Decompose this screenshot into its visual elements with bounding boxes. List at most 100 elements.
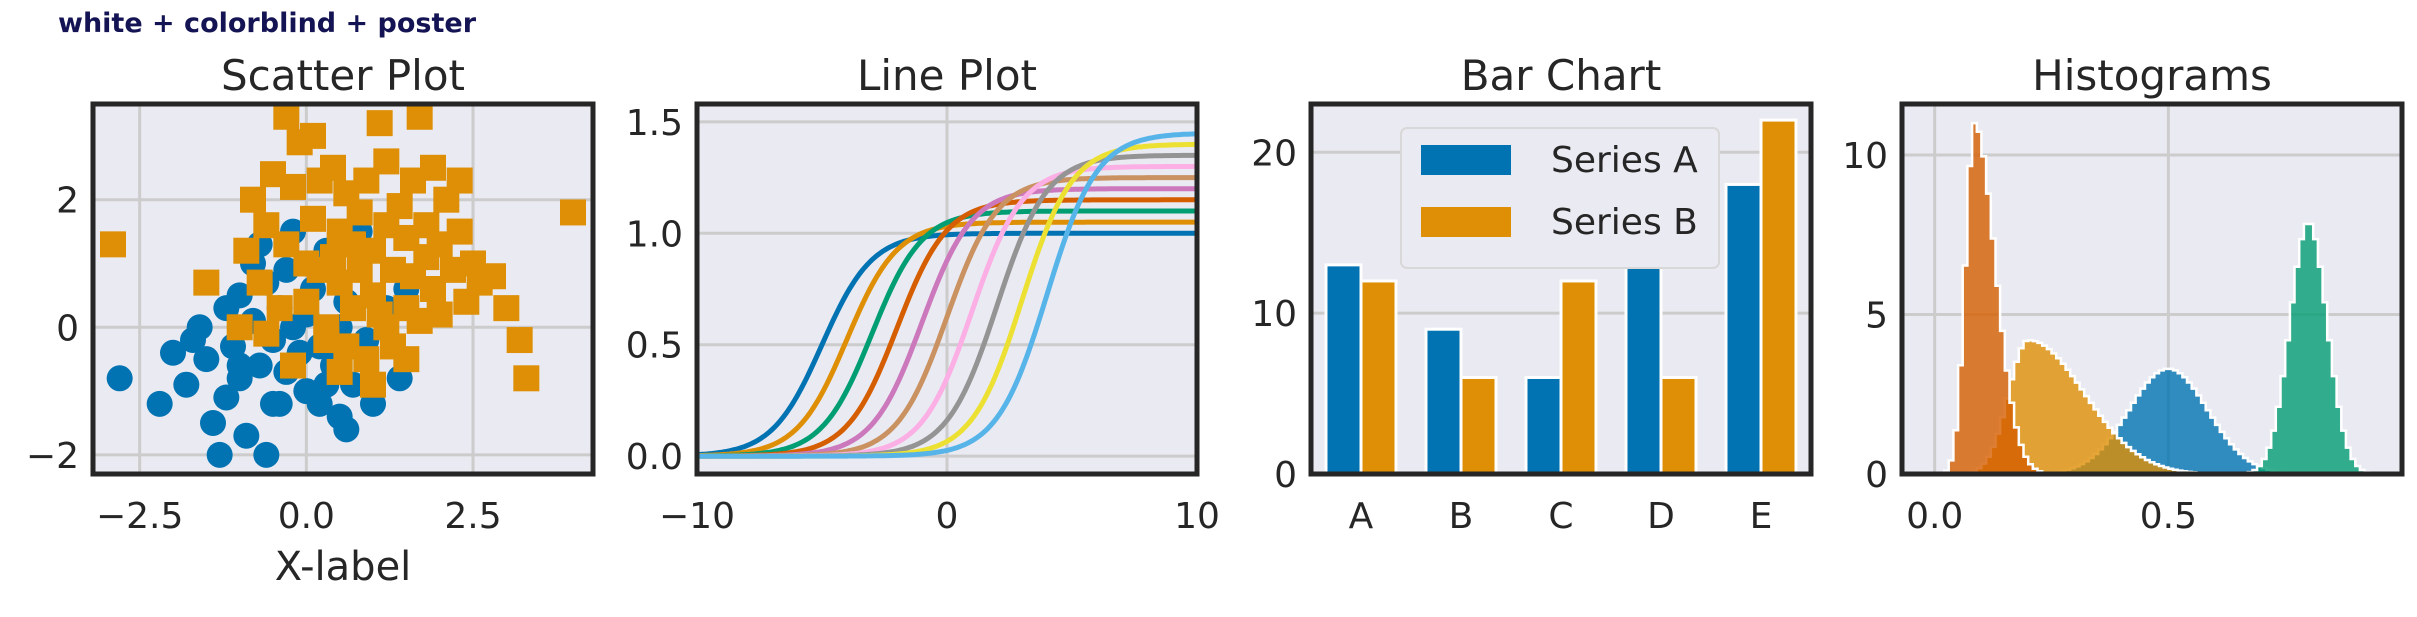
legend-label: Series B [1551, 202, 1698, 243]
bar [1659, 375, 1698, 476]
y-tick-label: 0 [1865, 455, 1888, 496]
bar [1724, 182, 1763, 476]
scatter-point-square [446, 167, 473, 194]
x-tick-label: 2.5 [444, 496, 501, 537]
axes-1: −2.5 0.0 2.5 −2 0 2 Scatter Plot X-label [26, 51, 596, 590]
y-tick-label: 5 [1865, 296, 1888, 337]
scatter-point-square [446, 218, 473, 245]
scatter-point-circle [246, 352, 273, 379]
y-tick-label: 0.5 [626, 326, 683, 367]
scatter-point-square [100, 231, 126, 258]
scatter-point-square [300, 122, 326, 149]
scatter-point-circle [226, 352, 253, 379]
scatter-point-square [280, 352, 306, 379]
y-tick-label: 0 [1274, 455, 1297, 496]
scatter-point-square [193, 269, 220, 296]
scatter-point-square [506, 327, 533, 354]
scatter-point-circle [226, 282, 253, 309]
scatter-point-circle [160, 339, 186, 366]
scatter-point-circle [253, 441, 280, 468]
legend-swatch [1421, 145, 1511, 175]
axes-frame [1899, 101, 2405, 477]
y-tick-label: 0 [56, 308, 79, 349]
axes-3: 0 10 20 Bar Chart A B C D E Series A Series B [1251, 51, 1814, 537]
scatter-point-square [386, 193, 413, 220]
scatter-point-square [233, 237, 260, 264]
scatter-point-square [366, 110, 393, 137]
x-tick-label: C [1548, 496, 1573, 537]
line-series [697, 131, 1198, 459]
bar [1324, 263, 1363, 476]
plot-area [1942, 121, 2371, 476]
scatter-point-square [360, 371, 386, 398]
bar [1524, 375, 1563, 476]
axes-2: −10 0 10 0.0 0.5 1.0 1.5 Line Plot [626, 51, 1220, 537]
scatter-point-square [560, 199, 586, 226]
scatter-point-circle [260, 390, 286, 417]
x-tick-label: B [1449, 496, 1474, 537]
x-axis-label: X-label [275, 544, 412, 590]
axes-title: Bar Chart [1461, 51, 1662, 100]
scatter-point-circle [146, 390, 173, 417]
scatter-point-square [246, 269, 273, 296]
y-tick-label: −2 [26, 436, 79, 477]
histogram [2246, 222, 2371, 476]
line-series [696, 230, 1197, 458]
y-tick-label: 0.0 [626, 437, 683, 478]
scatter-point-square [373, 314, 400, 341]
y-tick-label: 2 [56, 181, 79, 222]
x-tick-label: 0.0 [278, 496, 335, 537]
scatter-point-square [493, 295, 520, 322]
scatter-point-square [293, 288, 320, 315]
y-tick-label: 20 [1251, 133, 1297, 174]
scatter-point-square [406, 104, 433, 130]
scatter-point-circle [333, 416, 360, 443]
axes-4: 0.0 0.5 0 5 10 Histograms [1842, 51, 2405, 537]
bar [1759, 118, 1798, 476]
scatter-point-circle [193, 346, 220, 373]
scatter-point-circle [200, 409, 226, 436]
bar [1424, 327, 1463, 476]
x-tick-label: 0.5 [2140, 496, 2197, 537]
scatter-point-square [280, 173, 306, 200]
scatter-point-square [353, 346, 380, 373]
scatter-point-square [513, 365, 540, 392]
scatter-point-square [266, 295, 293, 322]
scatter-point-square [306, 256, 333, 283]
axes-title: Scatter Plot [221, 51, 465, 100]
scatter-point-square [420, 154, 446, 181]
line-series [696, 219, 1197, 459]
y-tick-label: 10 [1842, 136, 1888, 177]
legend-label: Series A [1551, 140, 1698, 181]
axes-title: Histograms [2032, 51, 2272, 100]
x-tick-label: −2.5 [96, 496, 183, 537]
x-tick-label: 0 [936, 496, 959, 537]
scatter-point-circle [106, 365, 133, 392]
scatter-point-square [373, 148, 400, 175]
x-tick-label: A [1349, 496, 1374, 537]
axes-frame [90, 101, 596, 477]
scatter-point-square [226, 314, 253, 341]
legend-swatch [1421, 207, 1511, 237]
scatter-point-square [393, 346, 420, 373]
axes-frame [694, 101, 1200, 477]
y-tick-label: 1.5 [626, 103, 683, 144]
scatter-point-square [346, 199, 373, 226]
figure-title: white + colorblind + poster [58, 8, 477, 39]
scatter-point-square [300, 205, 326, 232]
scatter-point-circle [233, 422, 260, 449]
scatter-point-square [480, 263, 506, 290]
scatter-point-circle [213, 384, 240, 411]
scatter-point-square [426, 301, 453, 328]
histogram [1942, 121, 2044, 476]
bar [1359, 279, 1398, 476]
axes-frame [1308, 101, 1814, 477]
scatter-point-square [240, 186, 266, 213]
scatter-point-circle [273, 256, 300, 283]
x-tick-label: D [1647, 496, 1675, 537]
plot-area [1324, 118, 1798, 476]
scatter-point-square [273, 104, 300, 130]
legend: Series A Series B [1400, 127, 1720, 269]
plot-area [100, 104, 586, 468]
